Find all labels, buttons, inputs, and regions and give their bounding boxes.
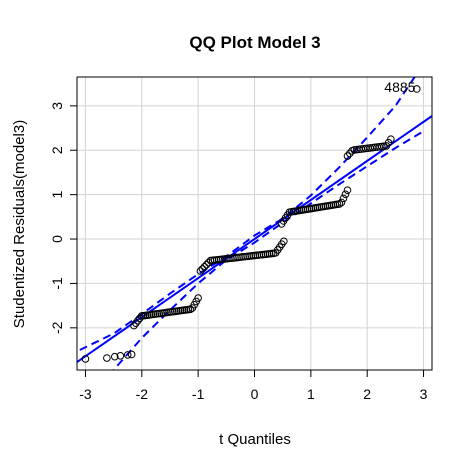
data-point — [202, 260, 211, 269]
confidence-envelope — [79, 77, 425, 370]
data-point — [103, 354, 111, 362]
data-point — [335, 200, 344, 208]
x-tick-label: 1 — [307, 386, 315, 402]
data-point — [341, 190, 350, 199]
data-point — [130, 321, 138, 330]
data-point — [343, 152, 352, 160]
data-points — [81, 85, 421, 363]
reference-line-segment — [77, 115, 432, 363]
y-tick-label: 1 — [49, 191, 65, 199]
data-point — [132, 319, 140, 327]
data-point — [194, 294, 202, 302]
envelope-upper — [79, 77, 416, 351]
x-tick-label: -3 — [79, 386, 92, 402]
y-tick-label: 3 — [49, 102, 65, 110]
data-point — [339, 194, 348, 203]
data-point — [200, 262, 209, 271]
data-point — [110, 352, 119, 361]
data-point — [134, 316, 142, 325]
envelope-lower — [112, 130, 425, 370]
data-point — [116, 351, 125, 360]
x-axis-label: t Quantiles — [219, 431, 291, 448]
data-point — [135, 314, 144, 323]
y-tick-label: 2 — [49, 146, 65, 154]
y-tick-label: 0 — [49, 235, 65, 243]
data-point — [343, 186, 352, 195]
x-tick-label: -2 — [136, 386, 149, 402]
point-annotation: 4885 — [384, 79, 415, 95]
y-axis: -2 -1 0 1 2 3 — [49, 102, 77, 334]
data-point — [387, 135, 395, 143]
data-point — [280, 237, 288, 246]
y-tick-label: -2 — [49, 321, 65, 334]
y-tick-label: -1 — [49, 277, 65, 290]
chart-title: QQ Plot Model 3 — [189, 33, 320, 52]
x-tick-label: -1 — [192, 386, 205, 402]
reference-line — [77, 115, 432, 363]
y-axis-label: Studentized Residuals(model3) — [11, 120, 28, 328]
data-point — [337, 198, 346, 207]
data-point — [127, 350, 136, 359]
point-annotations: 4885 — [384, 79, 415, 95]
x-tick-label: 3 — [420, 386, 428, 402]
data-point — [123, 351, 132, 359]
data-point — [198, 265, 207, 273]
x-tick-label: 2 — [363, 386, 371, 402]
grid-lines — [77, 77, 432, 370]
data-point — [81, 355, 90, 363]
x-tick-label: 0 — [251, 386, 259, 402]
data-point — [196, 267, 205, 275]
x-axis: -3 -2 -1 0 1 2 3 — [79, 369, 428, 402]
data-point — [186, 305, 195, 314]
data-point — [412, 85, 421, 93]
